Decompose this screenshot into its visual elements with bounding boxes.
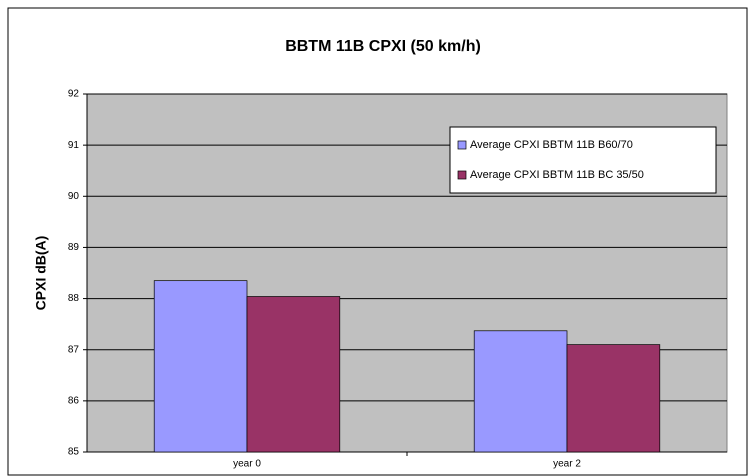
y-tick-label: 87 bbox=[68, 344, 80, 355]
y-tick-label: 91 bbox=[68, 140, 80, 151]
legend-box bbox=[449, 126, 717, 194]
legend-swatch bbox=[457, 170, 467, 180]
legend-swatch bbox=[457, 140, 467, 150]
y-tick-label: 88 bbox=[68, 293, 80, 304]
legend-label: Average CPXI BBTM 11B BC 35/50 bbox=[470, 169, 644, 181]
y-axis-title: CPXI dB(A) bbox=[33, 236, 49, 311]
y-tick-label: 89 bbox=[68, 242, 80, 253]
x-tick-label: year 2 bbox=[553, 459, 581, 470]
bar bbox=[153, 280, 248, 453]
y-tick-label: 90 bbox=[68, 191, 80, 202]
y-tick-label: 92 bbox=[68, 89, 80, 100]
bar bbox=[473, 330, 568, 453]
chart-title: BBTM 11B CPXI (50 km/h) bbox=[285, 38, 481, 55]
y-tick-label: 86 bbox=[68, 395, 80, 406]
bar bbox=[246, 296, 341, 453]
legend-label: Average CPXI BBTM 11B B60/70 bbox=[470, 139, 633, 151]
x-tick-label: year 0 bbox=[233, 459, 261, 470]
y-tick-label: 85 bbox=[68, 447, 80, 458]
bar bbox=[566, 344, 661, 453]
